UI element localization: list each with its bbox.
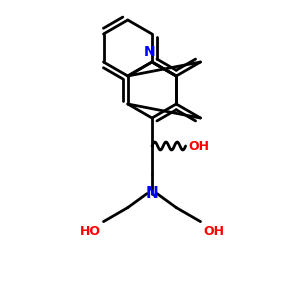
Text: N: N xyxy=(144,45,156,59)
Text: HO: HO xyxy=(80,225,100,238)
Text: OH: OH xyxy=(203,225,224,238)
Text: OH: OH xyxy=(189,140,210,152)
Text: N: N xyxy=(146,186,158,201)
